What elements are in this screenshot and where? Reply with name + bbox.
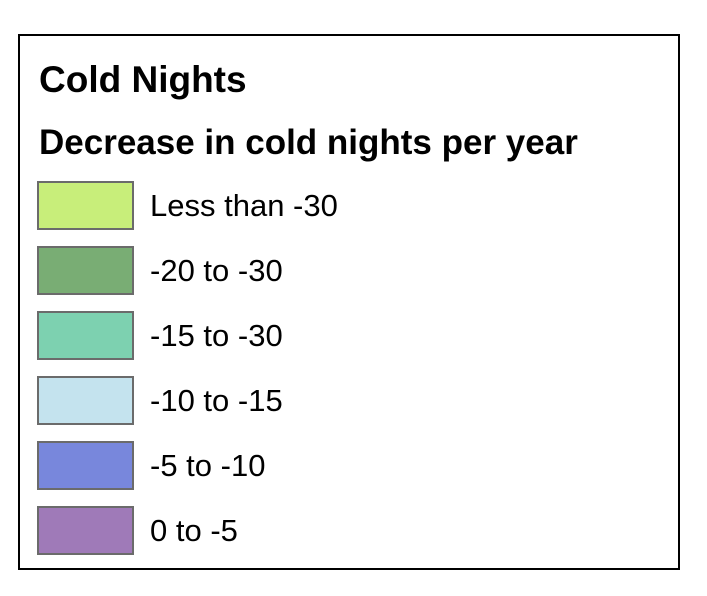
legend-swatch	[37, 246, 134, 295]
legend-item-minus-15-to-minus-30: -15 to -30	[37, 311, 338, 360]
legend-title: Cold Nights	[39, 59, 247, 100]
legend-swatch	[37, 441, 134, 490]
legend-list: Less than -30 -20 to -30 -15 to -30 -10 …	[37, 181, 338, 571]
legend-item-minus-10-to-minus-15: -10 to -15	[37, 376, 338, 425]
legend-item-label: -10 to -15	[150, 382, 283, 418]
legend-swatch	[37, 506, 134, 555]
legend-item-minus-5-to-minus-10: -5 to -10	[37, 441, 338, 490]
legend-item-label: -15 to -30	[150, 317, 283, 353]
legend-item-minus-20-to-minus-30: -20 to -30	[37, 246, 338, 295]
legend-item-label: 0 to -5	[150, 512, 238, 548]
legend-swatch	[37, 311, 134, 360]
legend-subtitle: Decrease in cold nights per year	[39, 123, 578, 162]
legend-item-label: Less than -30	[150, 187, 338, 223]
legend-swatch	[37, 181, 134, 230]
legend-item-0-to-minus-5: 0 to -5	[37, 506, 338, 555]
legend-swatch	[37, 376, 134, 425]
map-legend: Cold Nights Decrease in cold nights per …	[18, 34, 680, 570]
legend-item-label: -20 to -30	[150, 252, 283, 288]
legend-item-less-than-minus-30: Less than -30	[37, 181, 338, 230]
legend-item-label: -5 to -10	[150, 447, 266, 483]
